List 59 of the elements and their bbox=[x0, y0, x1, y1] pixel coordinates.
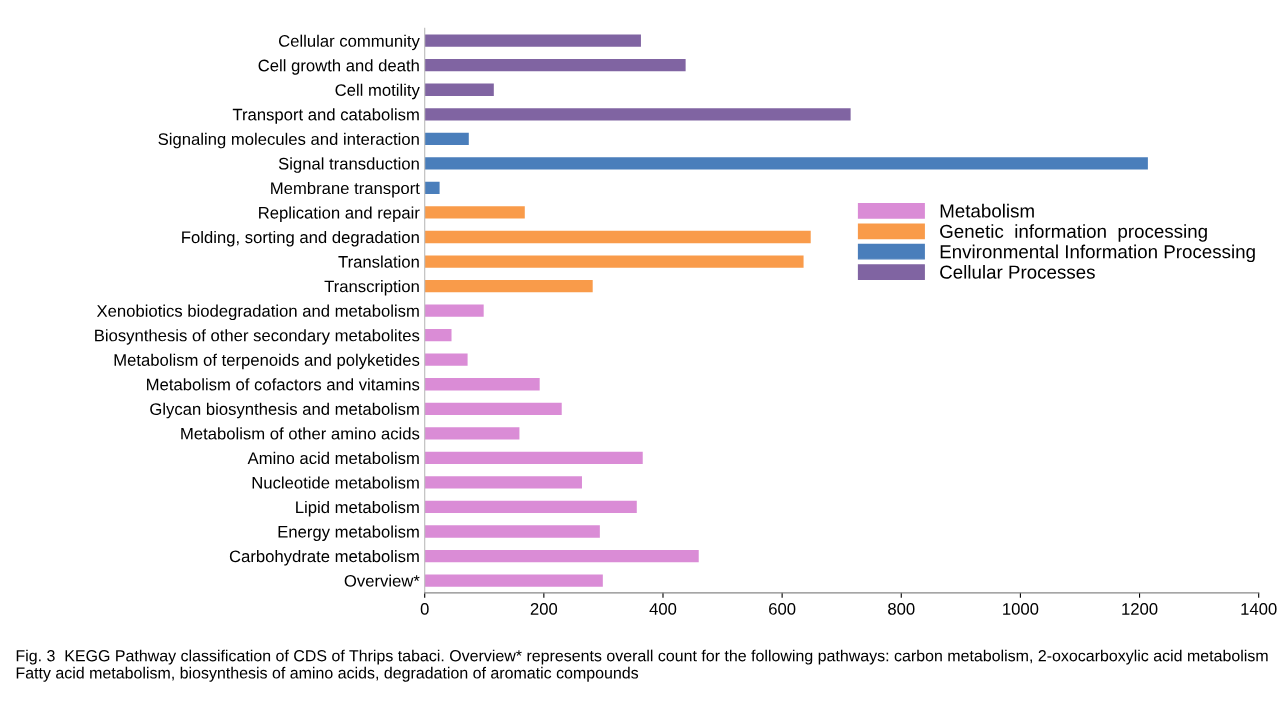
y-tick-label: Transcription bbox=[324, 280, 419, 296]
y-tick-label: Signal transduction bbox=[278, 157, 419, 173]
y-tick-label: Metabolism of other amino acids bbox=[181, 427, 420, 440]
bar bbox=[424, 108, 851, 121]
y-tick-label: Cell growth and death bbox=[258, 59, 419, 75]
x-tick-label: 200 bbox=[530, 603, 558, 615]
y-tick-label: Replication and repair bbox=[259, 206, 420, 222]
bar bbox=[424, 549, 699, 563]
y-tick-label: Folding, sorting and degradation bbox=[182, 230, 419, 247]
y-tick-label: Amino acid metabolism bbox=[247, 451, 419, 465]
y-tick-label: Metabolism of cofactors and vitamins bbox=[147, 378, 420, 391]
y-tick-label: Cell motility bbox=[335, 83, 420, 100]
y-tick-label: Cellular community bbox=[278, 34, 420, 51]
legend-label: Environmental Information Processing bbox=[940, 244, 1255, 263]
x-tick-label: 400 bbox=[649, 603, 677, 615]
bar bbox=[424, 304, 484, 317]
y-tick-label: Signaling molecules and interaction bbox=[158, 132, 419, 149]
x-tick-label: 800 bbox=[888, 603, 915, 615]
legend-label: Metabolism bbox=[940, 203, 1034, 218]
bar bbox=[424, 378, 540, 391]
bar bbox=[424, 59, 686, 72]
y-tick-label: Overview* bbox=[344, 574, 420, 587]
y-tick-label: Lipid metabolism bbox=[296, 500, 419, 517]
y-tick-label: Membrane transport bbox=[271, 181, 420, 198]
bar bbox=[424, 255, 804, 268]
x-tick-label: 600 bbox=[769, 603, 796, 615]
y-tick-label: Energy metabolism bbox=[278, 525, 419, 541]
x-tick-label: 1400 bbox=[1241, 603, 1277, 615]
y-tick-label: Transport and catabolism bbox=[232, 108, 419, 124]
bar bbox=[424, 525, 600, 538]
y-tick-label: Nucleotide metabolism bbox=[252, 476, 419, 489]
bar bbox=[424, 206, 525, 219]
bar bbox=[424, 279, 593, 293]
bar bbox=[424, 574, 603, 587]
y-tick-label: Metabolism of terpenoids and polyketides bbox=[114, 353, 420, 370]
legend-label: Cellular Processes bbox=[940, 264, 1095, 279]
bar bbox=[424, 500, 637, 514]
caption: Fig. 3 KEGG Pathway classification of CDS of Thrips tabaci. Overview* represents overall count for the following pathways: carbon metabolism, 2-oxocarboxylic acid metabolism Fatty acid metabolism, biosynthesis of amino acids, degradation of aromatic compounds bbox=[16, 649, 1268, 682]
x-tick-label: 1000 bbox=[1003, 603, 1039, 615]
bar bbox=[424, 132, 469, 145]
bar bbox=[424, 230, 811, 244]
y-tick-label: Translation bbox=[338, 255, 419, 268]
bar bbox=[424, 34, 641, 47]
bar bbox=[424, 353, 468, 366]
bar bbox=[424, 157, 1148, 170]
legend-label: Genetic information processing bbox=[940, 224, 1207, 242]
y-tick-label: Xenobiotics biodegradation and metabolism bbox=[96, 304, 419, 321]
bar bbox=[424, 427, 520, 440]
x-tick-label: 1200 bbox=[1122, 603, 1158, 615]
bar bbox=[424, 329, 452, 342]
bar bbox=[424, 476, 582, 489]
bar bbox=[424, 181, 440, 195]
x-tick-label: 0 bbox=[420, 603, 429, 615]
bar bbox=[424, 83, 494, 96]
y-tick-label: Glycan biosynthesis and metabolism bbox=[150, 402, 419, 419]
bar bbox=[424, 402, 562, 415]
y-tick-label: Biosynthesis of other secondary metabolites bbox=[95, 329, 420, 345]
y-tick-label: Carbohydrate metabolism bbox=[229, 550, 419, 566]
bar bbox=[424, 451, 643, 465]
